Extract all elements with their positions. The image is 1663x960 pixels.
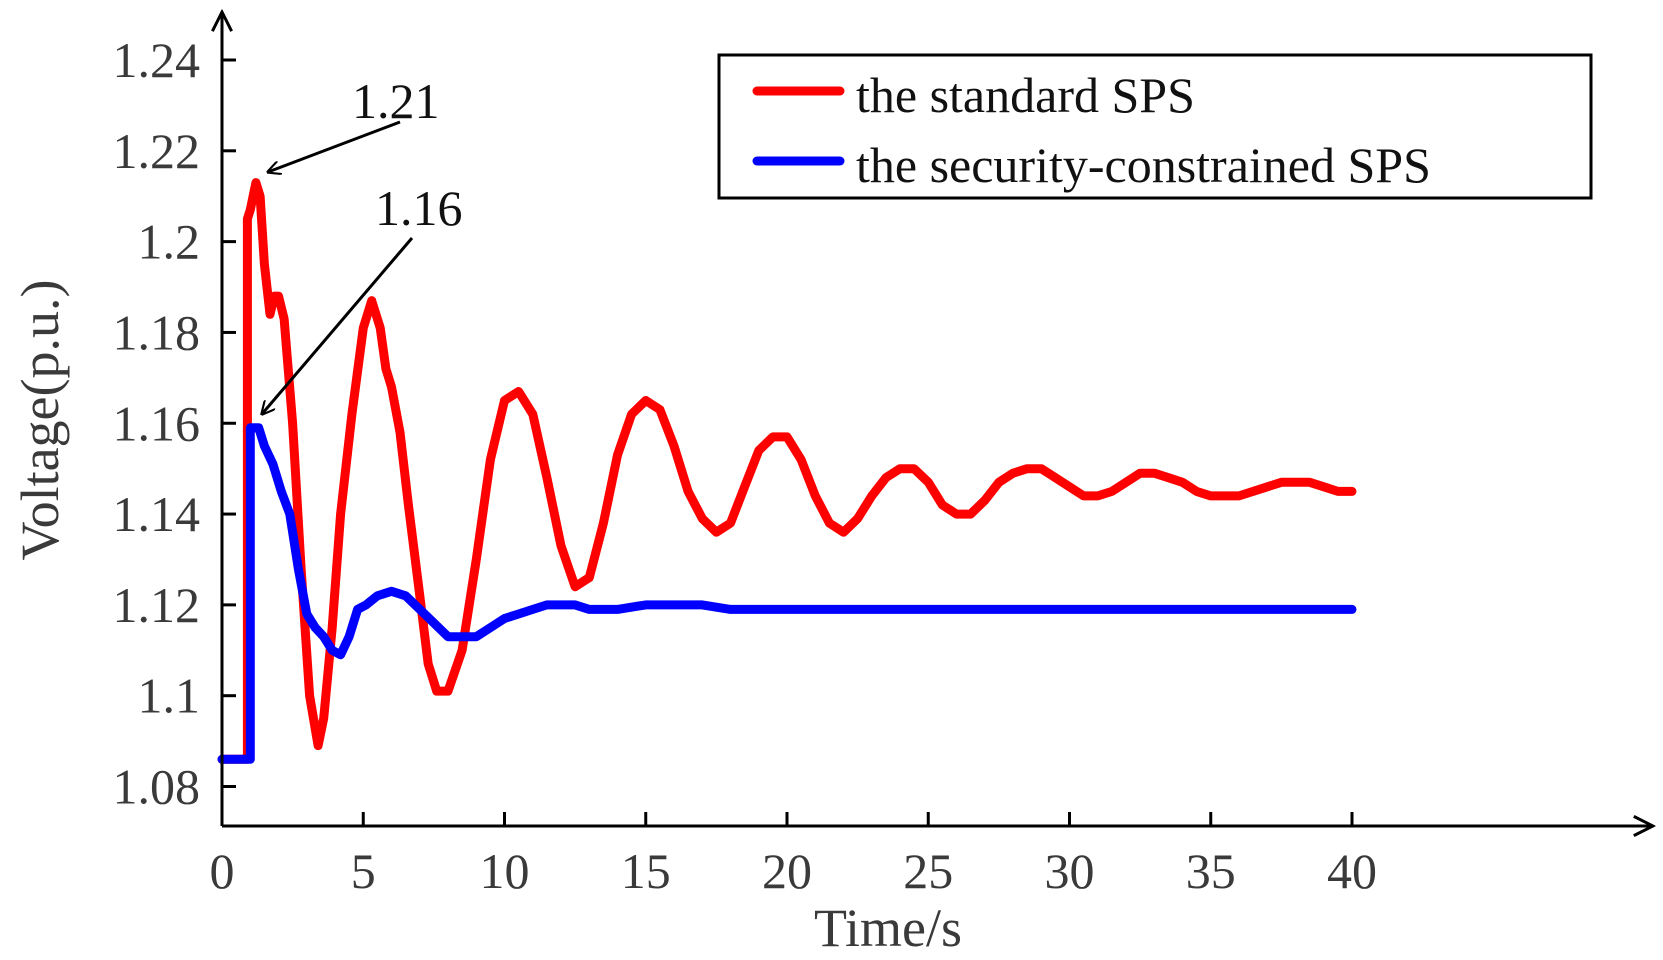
series-line-standard-sps	[217, 178, 1357, 764]
x-tick-label: 5	[351, 843, 376, 899]
x-tick-label: 25	[903, 843, 953, 899]
x-tick-label: 30	[1045, 843, 1095, 899]
plot-area	[217, 178, 1357, 764]
x-axis-title: Time/s	[814, 898, 962, 958]
y-tick-label: 1.2	[138, 214, 201, 270]
legend-label-security-constrained-sps: the security-constrained SPS	[856, 137, 1431, 193]
legend-box	[717, 53, 1593, 200]
y-tick-label: 1.08	[113, 759, 201, 815]
x-tick-label: 35	[1186, 843, 1236, 899]
legend-label-standard-sps: the standard SPS	[856, 67, 1195, 123]
legend: the standard SPS the security-constraine…	[717, 53, 1593, 200]
y-tick-label: 1.16	[113, 395, 201, 451]
y-axis-title: Voltage(p.u.)	[10, 280, 70, 561]
annotation-arrow	[268, 120, 401, 172]
series-line-security-constrained-sps	[217, 423, 1357, 764]
y-tick-label: 1.18	[113, 304, 201, 360]
y-tick-label: 1.14	[113, 486, 201, 542]
x-tick-label: 40	[1327, 843, 1377, 899]
annotation-label: 1.16	[375, 180, 463, 236]
y-tick-label: 1.12	[113, 577, 201, 633]
x-tick-label: 15	[621, 843, 671, 899]
y-tick-label: 1.24	[113, 32, 201, 88]
x-tick-label: 20	[762, 843, 812, 899]
annotation-arrow	[262, 237, 414, 414]
x-tick-label: 10	[480, 843, 530, 899]
x-ticks: 0 5 10 15 20 25 30 35 40	[210, 812, 1377, 899]
y-tick-label: 1.1	[138, 668, 201, 724]
annotations: 1.21 1.16	[262, 73, 463, 414]
y-tick-label: 1.22	[113, 123, 201, 179]
y-ticks: 1.08 1.1 1.12 1.14 1.16 1.18 1.2 1.22 1.24	[113, 32, 236, 815]
series-group	[217, 178, 1357, 764]
x-tick-label: 0	[210, 843, 235, 899]
annotation-label: 1.21	[352, 73, 440, 129]
